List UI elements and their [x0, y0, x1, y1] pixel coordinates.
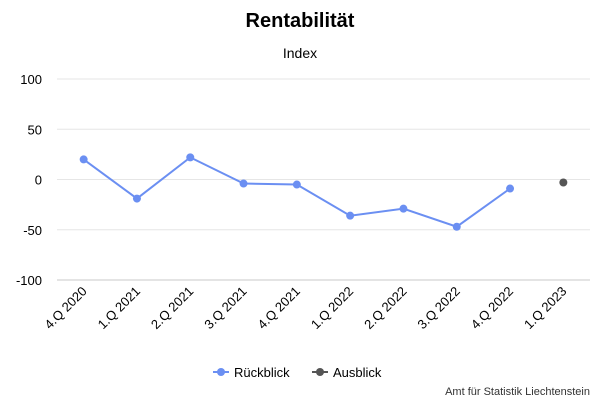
series-group — [79, 153, 568, 231]
y-tick-label: -50 — [23, 223, 42, 238]
x-tick-label: 3.Q 2022 — [414, 284, 462, 332]
y-axis-ticks: 100 50 0 -50 -100 — [16, 72, 42, 288]
legend-ausblick-marker — [316, 368, 324, 376]
data-point[interactable] — [79, 155, 88, 164]
x-tick-label: 4.Q 2022 — [468, 284, 516, 332]
data-point[interactable] — [559, 178, 568, 187]
y-tick-label: 100 — [20, 72, 42, 87]
y-tick-label: 50 — [28, 122, 42, 137]
x-tick-label: 4.Q 2020 — [41, 284, 89, 332]
data-point[interactable] — [292, 180, 301, 189]
data-point[interactable] — [452, 222, 461, 231]
legend: Rückblick Ausblick — [213, 365, 382, 380]
data-point[interactable] — [186, 153, 195, 162]
data-point[interactable] — [506, 184, 515, 193]
y-tick-label: -100 — [16, 273, 42, 288]
series-line — [83, 156, 511, 228]
x-tick-label: 3.Q 2021 — [201, 284, 249, 332]
legend-item-rueckblick[interactable]: Rückblick — [213, 365, 290, 380]
data-point[interactable] — [346, 211, 355, 220]
chart-credit[interactable]: Amt für Statistik Liechtenstein — [445, 386, 590, 398]
legend-item-ausblick[interactable]: Ausblick — [312, 365, 382, 380]
x-tick-label: 1.Q 2021 — [95, 284, 143, 332]
x-tick-label: 1.Q 2023 — [521, 284, 569, 332]
x-axis-ticks: 4.Q 2020 1.Q 2021 2.Q 2021 3.Q 2021 4.Q 2021… — [41, 284, 569, 332]
legend-rueckblick-marker — [217, 368, 225, 376]
legend-rueckblick-label: Rückblick — [234, 365, 290, 380]
y-tick-label: 0 — [35, 173, 42, 188]
grid-lines — [57, 78, 590, 281]
chart-subtitle: Index — [283, 45, 317, 61]
x-tick-label: 2.Q 2021 — [148, 284, 196, 332]
legend-ausblick-label: Ausblick — [333, 365, 382, 380]
x-tick-label: 4.Q 2021 — [255, 284, 303, 332]
x-tick-label: 1.Q 2022 — [308, 284, 356, 332]
data-point[interactable] — [399, 204, 408, 213]
chart-title: Rentabilität — [246, 10, 355, 32]
data-point[interactable] — [132, 194, 141, 203]
data-point[interactable] — [239, 179, 248, 188]
x-tick-label: 2.Q 2022 — [361, 284, 409, 332]
